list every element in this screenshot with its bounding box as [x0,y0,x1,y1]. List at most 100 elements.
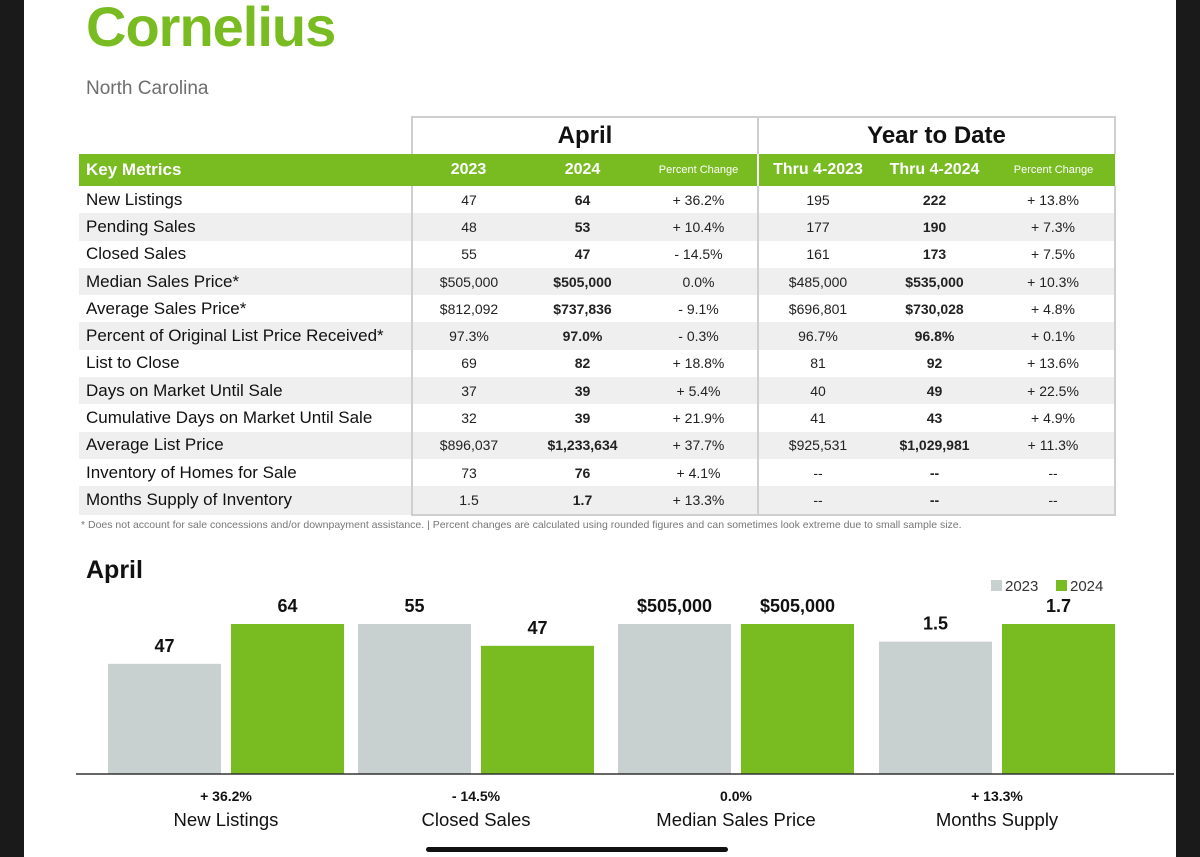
table-row: List to Close 69 82 + 18.8% 81 92 + 13.6% [79,349,1117,378]
cell-april-2024: 64 [574,191,591,208]
report-page: Cornelius North Carolina April Year to D… [24,0,1176,857]
bar-value-label: $505,000 [760,596,835,616]
table-row: Pending Sales 48 53 + 10.4% 177 190 + 7.3% [79,213,1117,241]
cell-april-2023: $812,092 [411,295,525,323]
cell-ytd-2024: $730,028 [905,300,964,317]
cell-ytd-pct: + 4.9% [992,404,1117,432]
bar-2023-2 [618,624,731,774]
percent-change-label: - 14.5% [452,788,501,804]
col-ytd-pct: Percent Change [992,154,1116,186]
home-indicator[interactable] [426,847,728,852]
cell-april-2023: 73 [411,458,525,487]
table-row: Closed Sales 55 47 - 14.5% 161 173 + 7.5% [79,240,1117,268]
group-header-row: April Year to Date [79,116,1117,154]
col-april-2023: 2023 [412,154,525,186]
bar-2024-2 [741,624,854,774]
row-label: Median Sales Price* [79,267,412,296]
chart-title: April [86,556,143,584]
col-april-pct: Percent Change [640,154,758,186]
cell-april-2023: 69 [411,349,525,378]
cell-april-2024: 97.0% [525,322,640,350]
cell-ytd-pct: -- [992,458,1117,487]
cell-april-pct: + 18.8% [672,355,725,372]
column-header-row: Key Metrics 2023 2024 Percent Change Thr… [79,154,1116,186]
cell-ytd-pct: + 10.3% [992,267,1117,296]
cell-april-pct: - 9.1% [678,300,719,317]
cell-ytd-2024: -- [877,486,992,516]
bar-value-label: 64 [277,596,297,616]
cell-ytd-pct: + 7.5% [992,240,1117,268]
cell-ytd-2023: -- [757,486,877,516]
cell-april-pct: + 4.1% [676,464,721,481]
cell-ytd-2023: 40 [757,377,877,405]
bar-value-label: 1.7 [1046,596,1071,616]
cell-april-pct: + 21.9% [672,410,725,427]
metrics-body: New Listings 47 64 + 36.2% 195 222 + 13.8% Pend… [79,186,1117,516]
bar-value-label: 1.5 [923,614,948,634]
cell-april-pct: + 37.7% [640,431,758,459]
cell-april-2024: 1.7 [525,486,640,516]
table-row: Average List Price $896,037 $1,233,634 + 37… [79,431,1117,459]
cell-ytd-2024: -- [929,464,940,481]
cell-april-2023: 32 [411,404,525,432]
cell-april-2024: $1,233,634 [525,431,640,459]
cell-april-2024: $505,000 [525,267,640,296]
col-ytd-2024: Thru 4-2024 [877,154,992,186]
percent-change-label: 0.0% [720,788,752,804]
row-label: New Listings [86,189,183,209]
cell-ytd-2024: $535,000 [877,267,992,296]
row-label: Percent of Original List Price Received* [79,322,412,350]
cell-april-pct: + 13.3% [640,486,758,516]
group-april-header: April [411,116,759,154]
cell-april-2024: 47 [574,246,591,263]
cell-ytd-pct: + 11.3% [992,431,1117,459]
cell-april-2023: $505,000 [411,267,525,296]
cell-april-2024: $737,836 [553,300,612,317]
category-label: Months Supply [936,809,1059,830]
cell-april-2024: 53 [525,213,640,241]
bar-value-label: $505,000 [637,596,712,616]
cell-april-pct: + 5.4% [640,377,758,405]
cell-ytd-2023: $696,801 [757,295,877,323]
cell-april-2023: 1.5 [411,486,525,516]
bar-2023-1 [358,624,471,774]
legend-label-2023: 2023 [1005,578,1038,595]
april-bar-chart: 47 64 + 36.2% New Listings 55 47 - 14.5% Closed… [76,578,1174,830]
row-label: Months Supply of Inventory [79,486,412,515]
cell-april-pct: 0.0% [640,267,758,296]
cell-april-2024: 82 [574,355,591,372]
row-label: Closed Sales [86,244,187,264]
cell-ytd-2023: 177 [757,213,877,241]
cell-ytd-pct: + 0.1% [992,322,1117,350]
table-row: Average Sales Price* $812,092 $737,836 - 9.… [79,295,1117,323]
category-label: Median Sales Price [656,809,815,830]
cell-april-pct: - 14.5% [674,246,723,263]
cell-april-pct: + 10.4% [640,213,758,241]
cell-ytd-2024: 49 [877,377,992,405]
table-row: Cumulative Days on Market Until Sale 32 39… [79,404,1117,432]
cell-april-2023: 47 [411,186,525,214]
table-row: Days on Market Until Sale 37 39 + 5.4% 40 49 +… [79,377,1117,405]
page-title: Cornelius [86,0,336,58]
row-label: Days on Market Until Sale [79,377,412,405]
key-metrics-table: April Year to Date Key Metrics 2023 2024… [79,116,1117,516]
cell-ytd-pct: + 13.8% [992,186,1117,214]
bar-value-label: 47 [154,636,174,656]
cell-april-2024: 39 [525,377,640,405]
row-label: Average List Price [79,431,412,459]
percent-change-label: + 36.2% [200,788,252,804]
cell-april-pct: - 0.3% [640,322,758,350]
cell-ytd-2023: 81 [757,349,877,378]
legend-swatch-2024 [1056,580,1067,591]
page-subtitle: North Carolina [86,78,209,99]
category-label: New Listings [174,809,279,830]
row-label: Pending Sales [79,213,412,241]
cell-april-2024: 39 [574,410,591,427]
row-label: Average Sales Price* [86,298,247,318]
cell-ytd-2023: 161 [757,240,877,268]
cell-ytd-2024: $1,029,981 [877,431,992,459]
legend-swatch-2023 [991,580,1002,591]
table-row: Months Supply of Inventory 1.5 1.7 + 13.3% -… [79,486,1117,516]
cell-ytd-2024: 190 [877,213,992,241]
col-key-metrics: Key Metrics [79,154,412,186]
